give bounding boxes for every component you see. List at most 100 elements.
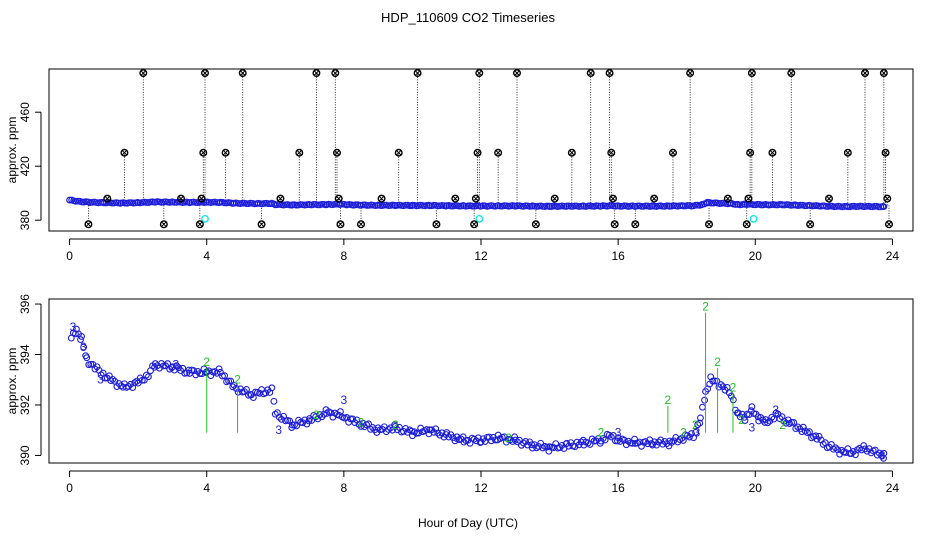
top-y-tick-label: 420 [18,156,32,176]
flag-marker [686,69,695,78]
flag-marker [295,148,304,157]
co2-point [629,439,636,447]
co2-point [688,430,695,438]
co2-point [703,198,711,206]
co2-point [860,442,868,450]
co2-point [801,427,809,435]
co2-point [138,376,146,384]
flag-marker [879,69,888,78]
flag-marker-cross [277,196,283,202]
flag-marker-cross [334,150,340,156]
bottom-x-tick-label: 16 [611,481,625,495]
flag-marker-cross [223,150,229,156]
co2-point [93,363,101,371]
flag-marker-cross [495,150,501,156]
flag-marker-cross [533,221,539,227]
bottom-y-tick-label: 390 [18,445,32,465]
flag-marker [567,148,576,157]
flag-marker [333,148,342,157]
co2-point [423,426,431,434]
co2-point [717,381,725,389]
flag-marker-cross [452,196,458,202]
flag-marker [84,220,93,229]
co2-point [121,199,129,207]
co2-point [384,426,392,433]
flag-marker [806,220,815,229]
label-3-marker: 3 [173,358,180,372]
co2-point [522,437,530,445]
co2-point [485,433,493,441]
flag-marker-cross [632,221,638,227]
flag-marker [139,69,148,78]
flag-marker-cross [85,221,91,227]
chart-title: HDP_110609 CO2 Timeseries [381,10,555,25]
label-2-marker: 2 [358,416,365,430]
co2-point [734,409,742,417]
co2-point [125,382,132,390]
flag-marker [723,194,732,203]
flag-marker-cross [475,150,481,156]
bottom-x-tick-label: 12 [474,481,488,495]
flag-marker [768,148,777,157]
x-axis-label: Hour of Day (UTC) [418,516,518,530]
flag-marker-cross [612,221,618,227]
co2-point [316,411,324,419]
co2-point [642,438,650,445]
flag-marker [705,220,714,229]
flag-marker [746,148,755,157]
co2-point [520,439,527,447]
co2-point [819,440,827,448]
flag-marker [159,220,168,229]
co2-point [406,202,414,210]
flag-marker [471,194,480,203]
flag-marker [473,148,482,157]
flag-marker-cross [769,150,775,156]
co2-point [270,397,278,405]
flag-marker-cross [514,70,520,76]
co2-point [528,444,536,452]
co2-point [622,441,630,449]
co2-point [293,422,300,430]
co2-point [522,202,529,210]
flag-marker-cross [745,196,751,202]
flag-marker [334,194,343,203]
flag-marker-cross [200,150,206,156]
co2-point [215,365,223,373]
co2-point [543,443,551,451]
co2-point [844,203,852,211]
co2-point [225,377,233,385]
label-3-marker: 3 [694,426,701,440]
flag-marker-cross [569,150,575,156]
flag-marker [531,220,540,229]
label-2-marker: 2 [203,355,210,369]
flag-marker [861,69,870,78]
flag-marker [742,220,751,229]
co2-point [661,437,669,445]
flag-marker-cross [337,221,343,227]
top-x-tick-label: 16 [611,249,625,263]
flag-marker-cross [140,70,146,76]
co2-point [434,429,442,437]
flag-marker [176,194,185,203]
flag-marker-cross [202,70,208,76]
co2-point [432,425,440,433]
co2-point [745,411,753,418]
co2-point [268,384,276,392]
label-3-marker: 3 [749,421,756,435]
label-3-marker: 3 [879,448,886,462]
flag-marker [494,148,503,157]
flag-marker [475,69,484,78]
co2-point [78,332,86,340]
flag-marker-cross [415,70,421,76]
co2-point [227,377,235,385]
co2-point [528,441,536,449]
co2-point [748,403,756,411]
co2-point [240,388,248,396]
flag-marker-cross [687,70,693,76]
co2-point [460,438,468,446]
top-y-tick-label: 460 [18,102,32,122]
co2-point [97,371,105,379]
flag-marker [103,194,112,203]
co2-point [216,368,224,376]
